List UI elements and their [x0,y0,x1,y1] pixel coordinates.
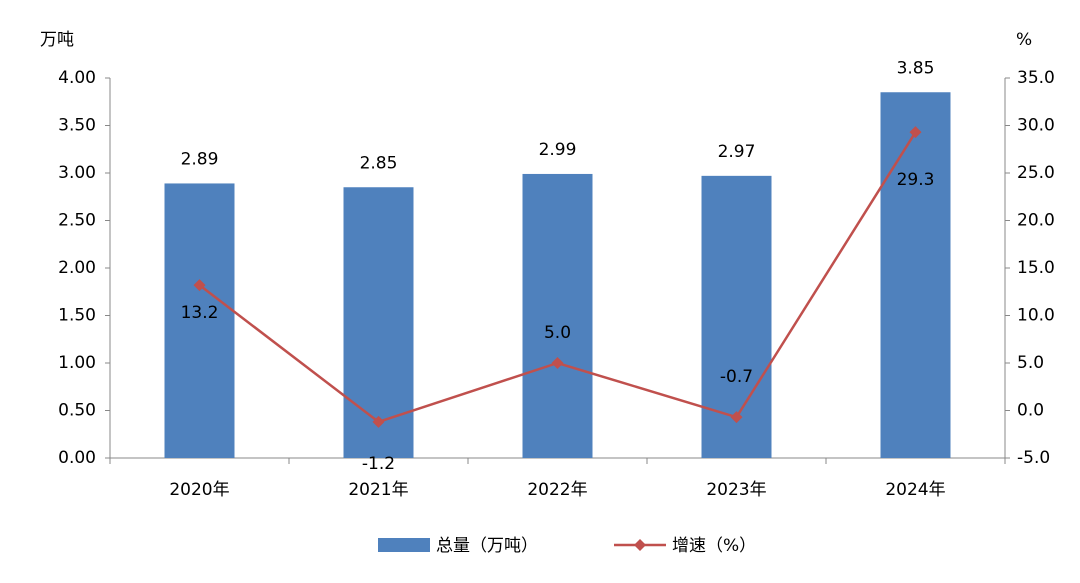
y2-tick-label: 10.0 [1017,306,1055,326]
x-tick-label: 2020年 [169,480,229,500]
y-tick-label: 3.50 [58,116,96,136]
y-tick-label: 2.50 [58,211,96,231]
line-label: -0.7 [720,367,753,387]
y-tick-label: 4.00 [58,68,96,88]
y-tick-label: 3.00 [58,163,96,183]
legend-label: 增速（%） [672,536,756,556]
legend-swatch [378,538,430,552]
bar [164,183,235,458]
x-tick-label: 2022年 [527,480,587,500]
line-marker [551,357,564,369]
bar [343,187,414,458]
x-tick-label: 2024年 [885,480,945,500]
line-marker [730,411,743,424]
line-label: 13.2 [181,303,219,323]
y-axis-title: 万吨 [40,30,74,50]
legend-marker [634,539,646,551]
y2-tick-label: 30.0 [1017,116,1055,136]
line-marker [193,279,206,292]
bar-label: 2.89 [181,149,219,169]
y2-tick-label: -5.0 [1017,448,1050,468]
line-marker [372,415,385,428]
y2-tick-label: 15.0 [1017,258,1055,278]
y-tick-label: 0.00 [58,448,96,468]
bar [880,92,951,458]
y2-tick-label: 20.0 [1017,211,1055,231]
y2-tick-label: 5.0 [1017,353,1044,373]
x-tick-label: 2023年 [706,480,766,500]
bar-label: 2.99 [539,140,577,160]
y-tick-label: 2.00 [58,258,96,278]
y-tick-label: 1.00 [58,353,96,373]
bar-label: 2.85 [360,153,398,173]
bar-label: 3.85 [897,58,935,78]
bar [522,173,593,458]
line-label: -1.2 [362,454,395,474]
y2-axis-title: % [1016,30,1032,50]
line-marker [909,126,922,139]
y-tick-label: 1.50 [58,306,96,326]
x-tick-label: 2021年 [348,480,408,500]
y2-tick-label: 35.0 [1017,68,1055,88]
line-label: 29.3 [897,170,935,190]
line-label: 5.0 [544,323,571,343]
y-tick-label: 0.50 [58,401,96,421]
y2-tick-label: 0.0 [1017,401,1044,421]
bar-label: 2.97 [718,142,756,162]
y2-tick-label: 25.0 [1017,163,1055,183]
legend-label: 总量（万吨） [436,536,538,556]
